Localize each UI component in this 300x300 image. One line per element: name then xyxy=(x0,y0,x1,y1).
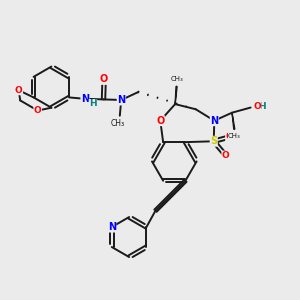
Text: N: N xyxy=(81,94,89,104)
Text: H: H xyxy=(89,100,97,109)
Text: N: N xyxy=(210,116,218,126)
Text: O: O xyxy=(253,103,261,112)
Text: N: N xyxy=(108,222,116,232)
Text: O: O xyxy=(100,74,108,84)
Text: CH₃: CH₃ xyxy=(110,119,124,128)
Text: O: O xyxy=(156,116,164,126)
Text: O: O xyxy=(226,133,233,142)
Text: O: O xyxy=(15,86,22,95)
Text: H: H xyxy=(258,102,265,111)
Text: CH₃: CH₃ xyxy=(228,133,241,139)
Polygon shape xyxy=(175,86,177,104)
Text: N: N xyxy=(117,95,125,105)
Polygon shape xyxy=(232,113,235,129)
Text: CH₃: CH₃ xyxy=(170,76,183,82)
Text: O: O xyxy=(34,106,42,115)
Text: S: S xyxy=(210,136,217,146)
Text: O: O xyxy=(222,151,230,160)
